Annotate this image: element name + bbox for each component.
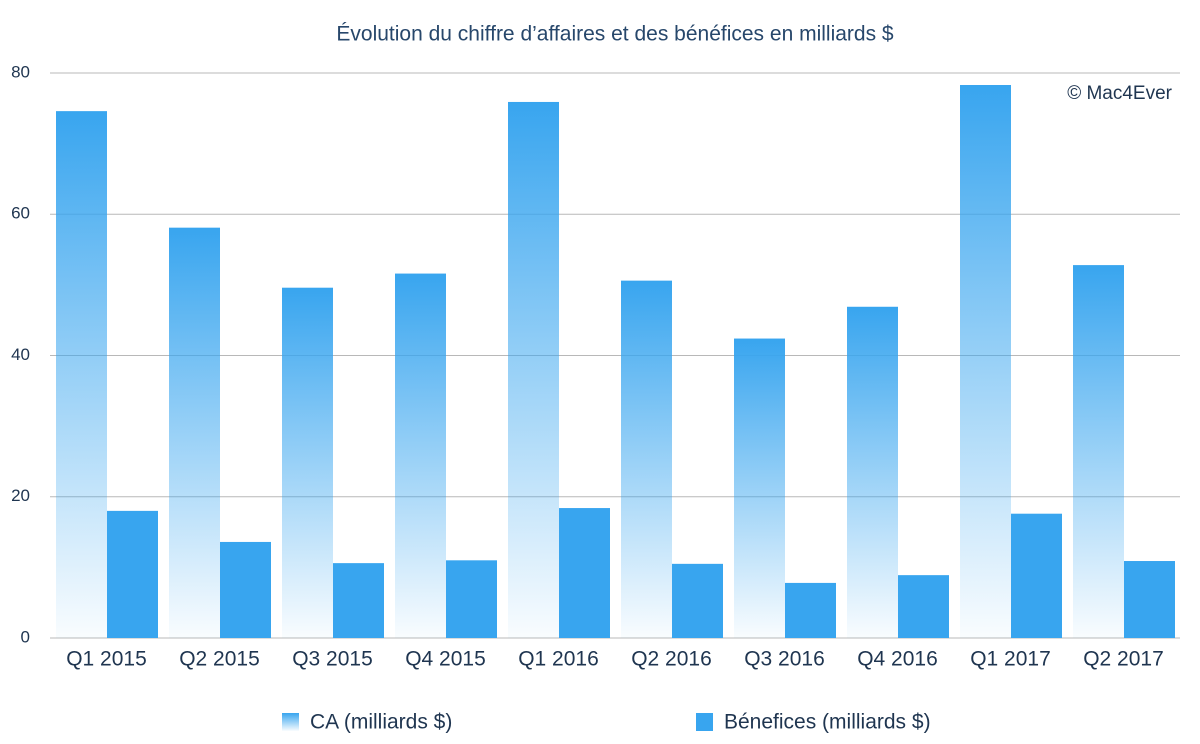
bar bbox=[169, 227, 220, 638]
y-tick-label: 80 bbox=[11, 62, 30, 81]
legend-label: CA (milliards $) bbox=[310, 711, 452, 734]
x-tick-label: Q2 2016 bbox=[631, 648, 712, 671]
bar bbox=[56, 111, 107, 638]
x-tick-label: Q2 2015 bbox=[179, 648, 260, 671]
bar bbox=[1124, 561, 1175, 638]
watermark: © Mac4Ever bbox=[1067, 83, 1172, 104]
chart-title: Évolution du chiffre d’affaires et des b… bbox=[336, 23, 894, 46]
bar bbox=[898, 575, 949, 638]
bar bbox=[1011, 513, 1062, 638]
bar bbox=[107, 510, 158, 638]
bar bbox=[446, 560, 497, 638]
y-tick-label: 20 bbox=[11, 486, 30, 505]
legend-swatch bbox=[282, 713, 299, 731]
bar bbox=[672, 563, 723, 638]
bar bbox=[785, 582, 836, 638]
bar bbox=[333, 563, 384, 638]
x-tick-label: Q1 2016 bbox=[518, 648, 599, 671]
bar bbox=[1073, 265, 1124, 638]
x-tick-label: Q2 2017 bbox=[1083, 648, 1164, 671]
bar bbox=[559, 508, 610, 638]
x-tick-label: Q3 2016 bbox=[744, 648, 825, 671]
y-tick-label: 40 bbox=[11, 345, 30, 364]
bar bbox=[282, 287, 333, 638]
x-tick-label: Q1 2015 bbox=[66, 648, 147, 671]
bar bbox=[847, 306, 898, 638]
y-tick-label: 0 bbox=[21, 627, 30, 646]
legend-swatch bbox=[696, 713, 713, 731]
x-tick-label: Q4 2016 bbox=[857, 648, 938, 671]
x-tick-label: Q4 2015 bbox=[405, 648, 486, 671]
bar bbox=[220, 541, 271, 638]
bar bbox=[960, 85, 1011, 639]
y-tick-label: 60 bbox=[11, 204, 30, 223]
bar bbox=[621, 280, 672, 638]
x-tick-label: Q3 2015 bbox=[292, 648, 373, 671]
bar bbox=[734, 338, 785, 638]
bar bbox=[508, 101, 559, 639]
legend-label: Bénefices (milliards $) bbox=[724, 711, 931, 734]
bar bbox=[395, 273, 446, 638]
x-tick-label: Q1 2017 bbox=[970, 648, 1051, 671]
